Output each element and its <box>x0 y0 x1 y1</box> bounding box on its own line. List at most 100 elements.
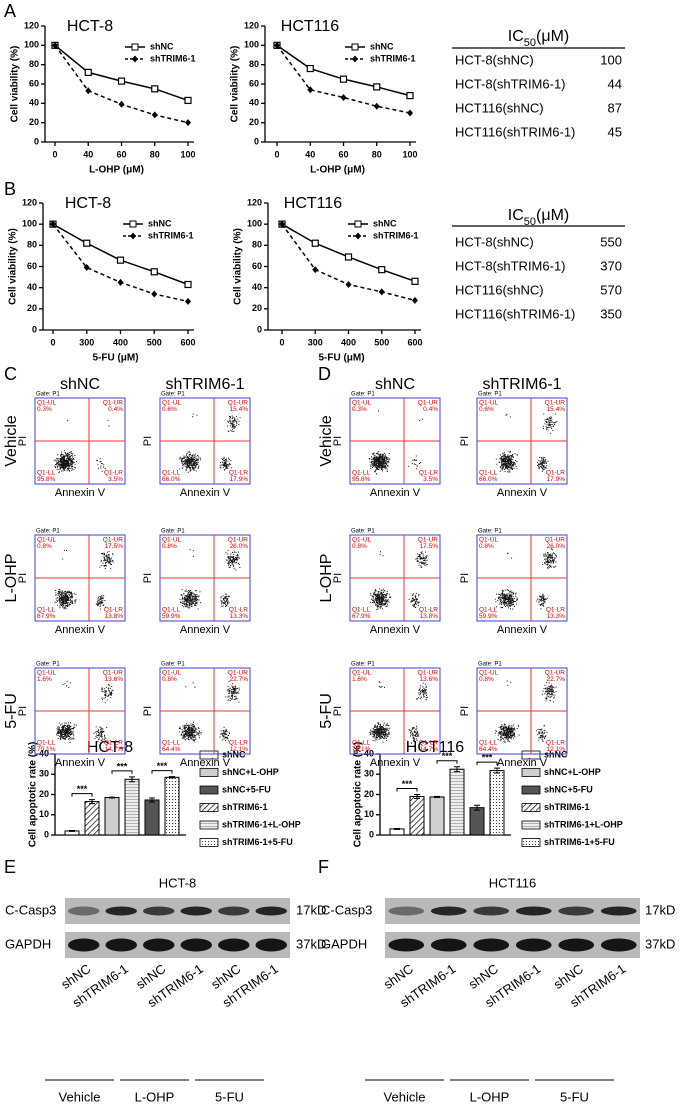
event-dot <box>376 465 378 467</box>
event-dot <box>194 462 196 464</box>
event-dot <box>500 599 502 601</box>
event-dot <box>109 694 111 696</box>
event-dot <box>64 462 65 464</box>
event-dot <box>539 595 541 597</box>
event-dot <box>375 732 377 734</box>
event-dot <box>376 598 377 600</box>
event-dot <box>548 556 550 558</box>
event-dot <box>498 596 500 598</box>
event-dot <box>56 728 58 730</box>
event-dot <box>551 555 553 557</box>
event-dot <box>372 593 374 595</box>
event-dot <box>227 690 229 692</box>
event-dot <box>233 553 235 555</box>
event-dot <box>184 727 186 729</box>
event-dot <box>386 729 388 731</box>
event-dot <box>377 459 379 460</box>
event-dot <box>547 419 549 421</box>
event-dot <box>59 735 61 737</box>
marker <box>312 266 319 274</box>
y-axis-label: Cell apoptotic rate (%) <box>28 742 39 848</box>
event-dot <box>62 463 64 465</box>
y-tick-label: 40 <box>27 282 37 292</box>
event-dot <box>378 451 380 453</box>
event-dot <box>190 469 192 471</box>
event-dot <box>418 555 420 557</box>
event-dot <box>195 728 197 730</box>
event-dot <box>62 467 63 469</box>
event-dot <box>412 605 414 607</box>
event-dot <box>376 596 378 598</box>
event-dot <box>100 730 102 732</box>
event-dot <box>502 602 504 604</box>
event-dot <box>544 423 546 425</box>
event-dot <box>507 471 509 473</box>
event-dot <box>68 727 70 729</box>
event-dot <box>420 696 422 698</box>
event-dot <box>372 731 374 733</box>
event-dot <box>104 565 106 567</box>
event-dot <box>59 464 61 466</box>
event-dot <box>502 467 504 469</box>
event-dot <box>501 591 503 593</box>
event-dot <box>194 463 195 465</box>
event-dot <box>371 732 373 734</box>
event-dot <box>193 721 194 723</box>
event-dot <box>68 735 70 737</box>
event-dot <box>68 465 70 467</box>
event-dot <box>63 465 65 467</box>
event-dot <box>67 722 69 724</box>
event-dot <box>419 557 421 559</box>
event-dot <box>382 727 384 729</box>
event-dot <box>230 467 232 469</box>
event-dot <box>221 464 223 466</box>
event-dot <box>68 451 70 453</box>
event-dot <box>386 601 388 603</box>
event-dot <box>225 740 226 742</box>
event-dot <box>386 459 388 461</box>
event-dot <box>190 600 192 602</box>
event-dot <box>196 463 198 465</box>
event-dot <box>60 591 62 593</box>
event-dot <box>545 467 547 469</box>
event-dot <box>376 458 378 460</box>
event-dot <box>225 601 226 603</box>
event-dot <box>224 465 226 467</box>
event-dot <box>222 735 224 737</box>
event-dot <box>64 600 66 602</box>
event-dot <box>543 598 544 600</box>
event-dot <box>56 463 57 465</box>
event-dot <box>69 459 71 461</box>
event-dot <box>186 595 188 597</box>
event-dot <box>58 464 60 466</box>
event-dot <box>179 731 180 733</box>
event-dot <box>372 465 374 467</box>
event-dot <box>188 603 190 605</box>
event-dot <box>65 730 67 732</box>
event-dot <box>512 602 514 604</box>
event-dot <box>61 727 63 728</box>
event-dot <box>415 606 416 608</box>
event-dot <box>381 726 383 727</box>
event-dot <box>195 466 197 468</box>
legend-label: shTRIM6-1 <box>373 230 419 240</box>
event-dot <box>111 686 113 687</box>
event-dot <box>190 723 192 725</box>
legend-label: shTRIM6-1+L-OHP <box>222 819 301 829</box>
event-dot <box>420 691 422 693</box>
event-dot <box>379 735 381 737</box>
event-dot <box>105 737 107 739</box>
event-dot <box>60 737 62 738</box>
event-dot <box>188 461 190 463</box>
event-dot <box>508 455 510 457</box>
event-dot <box>187 724 189 726</box>
event-dot <box>505 466 507 468</box>
event-dot <box>58 600 60 602</box>
event-dot <box>106 561 108 563</box>
event-dot <box>504 596 506 598</box>
quadrant-percent: 0.8% <box>479 543 494 550</box>
event-dot <box>187 730 189 732</box>
event-dot <box>197 463 198 465</box>
event-dot <box>98 599 99 601</box>
event-dot <box>374 602 376 604</box>
